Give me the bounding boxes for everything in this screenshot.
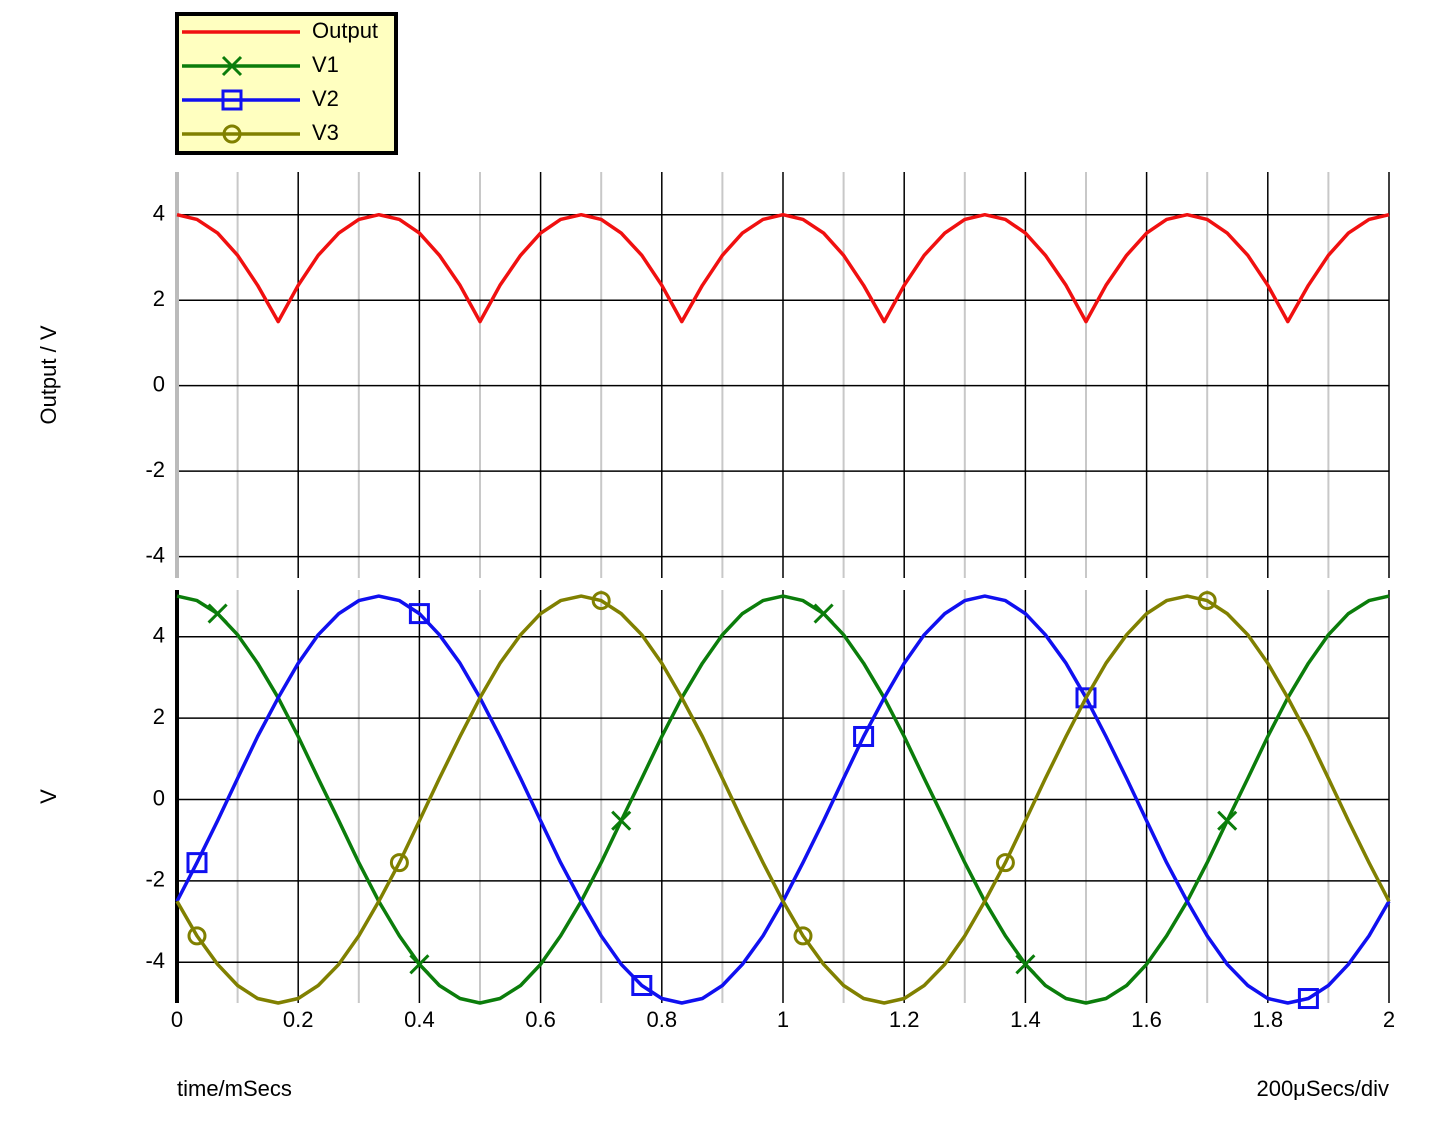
- marker: [591, 591, 611, 611]
- marker: [1075, 687, 1097, 709]
- marker: [1197, 591, 1217, 611]
- y-tick-label: 4: [153, 201, 165, 226]
- legend-label: V2: [312, 86, 339, 111]
- marker: [1217, 810, 1238, 831]
- x-tick-label: 0.8: [647, 1007, 678, 1032]
- x-tick-label: 1.6: [1131, 1007, 1162, 1032]
- x-tick-label: 1.4: [1010, 1007, 1041, 1032]
- marker: [409, 954, 430, 975]
- marker: [813, 603, 834, 624]
- x-tick-label: 0.2: [283, 1007, 314, 1032]
- legend-label: Output: [312, 18, 378, 43]
- y-tick-label: 2: [153, 286, 165, 311]
- x-tick-label: 1: [777, 1007, 789, 1032]
- x-tick-label: 0.6: [525, 1007, 556, 1032]
- marker: [1015, 954, 1036, 975]
- x-axis-label: time/mSecs: [177, 1076, 292, 1101]
- y-tick-label: 0: [153, 371, 165, 396]
- y-tick-label: 4: [153, 623, 165, 648]
- x-tick-label: 1.2: [889, 1007, 920, 1032]
- y-tick-label: -2: [145, 867, 165, 892]
- marker: [611, 810, 632, 831]
- marker: [853, 725, 875, 747]
- series-line: [175, 594, 1391, 1005]
- x-tick-label: 0: [171, 1007, 183, 1032]
- legend-label: V1: [312, 52, 339, 77]
- y-tick-label: -4: [145, 948, 165, 973]
- x-tick-label: 1.8: [1253, 1007, 1284, 1032]
- marker: [995, 853, 1015, 873]
- y-tick-label: 2: [153, 704, 165, 729]
- marker: [631, 975, 653, 997]
- annotation: 200μSecs/div: [1256, 1076, 1389, 1101]
- x-tick-label: 2: [1383, 1007, 1395, 1032]
- marker: [389, 853, 409, 873]
- marker: [793, 926, 813, 946]
- legend: Output V1 V2 V3: [175, 12, 398, 155]
- y-tick-label: -4: [145, 542, 165, 567]
- legend-marker: [222, 124, 242, 144]
- legend-marker: [221, 89, 243, 111]
- y-tick-label: -2: [145, 457, 165, 482]
- x-tick-label: 0.4: [404, 1007, 435, 1032]
- marker: [1297, 988, 1319, 1010]
- y-tick-label: 0: [153, 785, 165, 810]
- legend-marker: [221, 55, 243, 77]
- series-line: [176, 212, 1390, 324]
- marker: [187, 926, 207, 946]
- marker: [408, 603, 430, 625]
- y-axis-label: V: [36, 789, 61, 804]
- marker: [207, 603, 228, 624]
- y-axis-label: Output / V: [36, 325, 61, 424]
- legend-box: [175, 12, 398, 155]
- marker: [186, 852, 208, 874]
- legend-label: V3: [312, 120, 339, 145]
